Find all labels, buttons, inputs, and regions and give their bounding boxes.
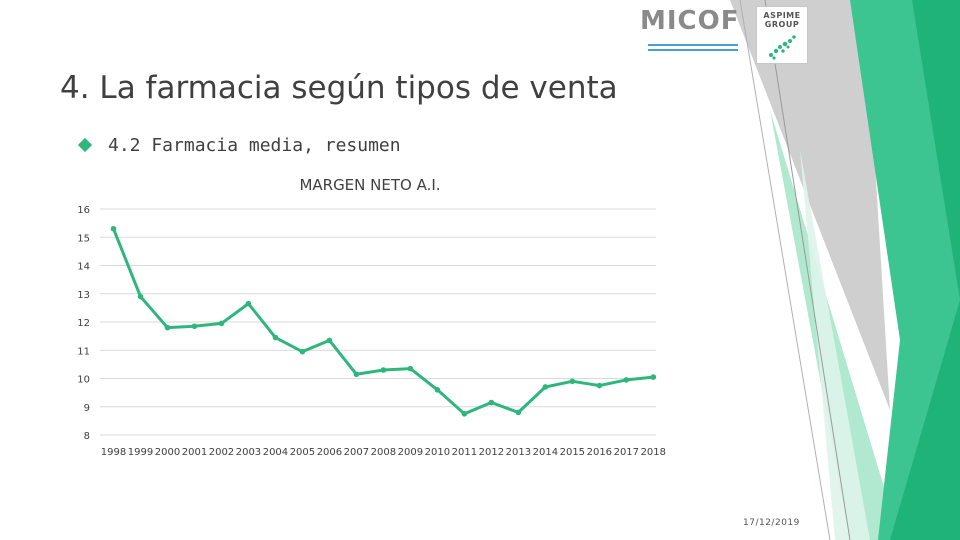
x-tick-label: 2017 <box>614 447 639 458</box>
x-tick-label: 2015 <box>560 447 585 458</box>
y-tick-label: 14 <box>77 262 90 273</box>
bullet-text: 4.2 Farmacia media, resumen <box>108 134 401 156</box>
data-point-2011 <box>461 411 468 417</box>
y-tick-label: 10 <box>77 375 90 386</box>
y-tick-label: 11 <box>77 346 90 357</box>
aspime-logo-name: ASPIME <box>763 11 801 20</box>
x-tick-label: 1999 <box>128 447 153 458</box>
x-tick-label: 2004 <box>263 447 288 458</box>
deco-line-2 <box>739 0 831 540</box>
deco-light-shape <box>770 110 900 540</box>
deco-dark-shape <box>890 0 960 540</box>
chart-title: MARGEN NETO A.I. <box>299 176 441 194</box>
y-tick-label: 8 <box>84 431 90 442</box>
deco-line-1 <box>764 0 851 540</box>
micof-logo-bar-2 <box>648 49 738 51</box>
y-tick-label: 16 <box>77 205 90 216</box>
y-tick-label: 13 <box>77 290 90 301</box>
deco-gray-shape <box>730 0 890 410</box>
micof-logo-text: MICOF <box>640 6 740 36</box>
data-point-2016 <box>596 382 603 389</box>
data-point-2012 <box>488 399 495 406</box>
data-point-2008 <box>380 367 387 373</box>
data-point-2003 <box>245 300 252 307</box>
data-point-2004 <box>272 334 279 341</box>
x-tick-label: 2018 <box>641 447 666 458</box>
data-point-2018 <box>650 374 657 380</box>
data-point-1998 <box>110 225 117 232</box>
x-tick-label: 2012 <box>479 447 504 458</box>
x-tick-label: 2013 <box>506 447 531 458</box>
data-point-2013 <box>515 409 522 416</box>
aspime-logo: ASPIME GROUP <box>756 6 808 64</box>
x-tick-label: 2003 <box>236 447 261 458</box>
data-point-2015 <box>569 378 576 385</box>
x-tick-label: 2005 <box>290 447 315 458</box>
data-point-2009 <box>407 365 414 372</box>
micof-logo-bar <box>648 44 738 46</box>
aspime-logo-sub: GROUP <box>764 20 800 29</box>
x-tick-label: 2009 <box>398 447 423 458</box>
x-tick-label: 2011 <box>452 447 477 458</box>
aspime-logo-mark <box>769 35 796 60</box>
data-point-2002 <box>218 320 225 327</box>
aspime-logo-text: ASPIME GROUP <box>757 11 807 29</box>
x-tick-label: 2014 <box>533 447 558 458</box>
series-line <box>112 227 655 416</box>
data-point-2010 <box>434 387 441 393</box>
data-point-2000 <box>164 324 171 331</box>
slide-date: 17/12/2019 <box>743 518 800 528</box>
data-point-2005 <box>299 348 306 355</box>
y-tick-label: 12 <box>77 318 90 329</box>
micof-logo: MICOF <box>640 6 740 56</box>
x-tick-label: 2010 <box>425 447 450 458</box>
x-tick-label: 1998 <box>101 447 126 458</box>
y-tick-label: 15 <box>77 233 90 244</box>
x-tick-label: 2002 <box>209 447 234 458</box>
bullet-item: 4.2 Farmacia media, resumen <box>77 133 401 157</box>
data-point-2007 <box>353 371 360 378</box>
x-tick-label: 2001 <box>182 447 207 458</box>
x-tick-label: 2000 <box>155 447 180 458</box>
x-tick-label: 2016 <box>587 447 612 458</box>
data-point-2006 <box>326 337 333 344</box>
x-tick-label: 2006 <box>317 447 342 458</box>
y-tick-label: 9 <box>84 403 90 414</box>
data-point-1999 <box>137 293 144 300</box>
data-point-2014 <box>542 384 549 390</box>
data-point-2001 <box>191 323 198 330</box>
x-tick-label: 2008 <box>371 447 396 458</box>
deco-pale-shape <box>800 150 870 540</box>
slide-title: 4. La farmacia según tipos de venta <box>60 70 618 106</box>
data-point-2017 <box>623 377 630 383</box>
x-tick-label: 2007 <box>344 447 369 458</box>
